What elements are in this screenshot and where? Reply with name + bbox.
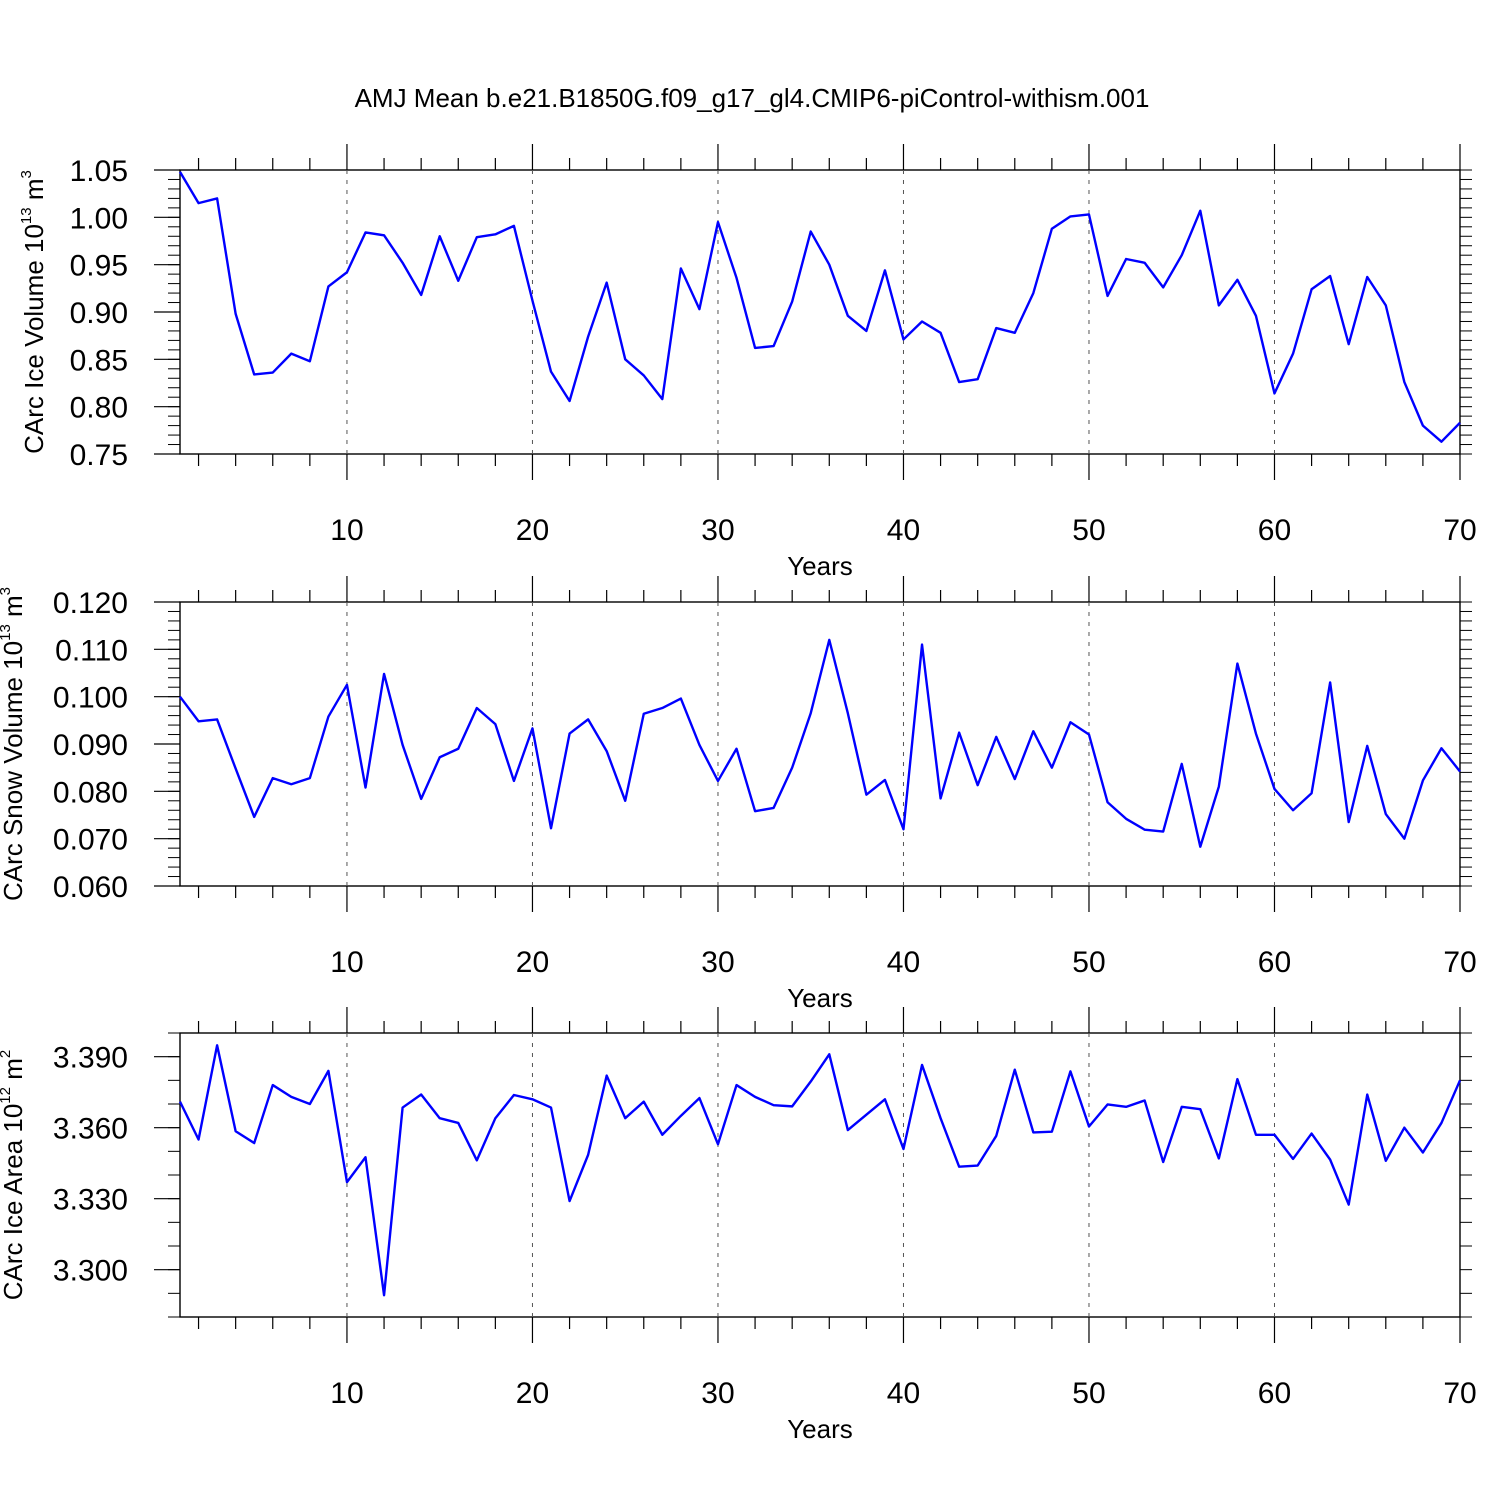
x-axis-title: Years [787,551,853,581]
x-tick-label: 60 [1258,1377,1291,1410]
x-tick-label: 50 [1072,1377,1105,1410]
y-axis-title-ylabel-unit-exp: 3 [0,587,14,595]
x-tick-label: 60 [1258,946,1291,979]
y-tick-label: 0.080 [53,776,128,809]
series-line [178,171,1461,443]
x-tick-label: 70 [1443,1377,1476,1410]
x-axis-title: Years [787,983,853,1013]
x-tick-label: 70 [1443,514,1476,547]
y-tick-label: 0.110 [55,634,128,667]
x-tick-label: 20 [516,946,549,979]
y-tick-label: 3.330 [53,1184,128,1217]
y-tick-label: 0.070 [53,824,128,857]
x-tick-label: 50 [1072,514,1105,547]
y-axis-title-ylabel-unit: m [19,178,49,207]
y-tick-label: 0.060 [53,871,128,904]
x-tick-label: 40 [887,1377,920,1410]
y-axis-title-ylabel-exp: 13 [0,624,14,641]
x-tick-label: 10 [330,514,363,547]
panel-3: 10 20 30 40 50 60 70 3.300 3.330 3.360 3.390 Years C… [0,1007,1477,1444]
y-axis-title-ylabel-exp: 12 [0,1087,14,1104]
x-tick-label: 40 [887,514,920,547]
y-axis-title: CArc Snow Volume 1013 m3 [0,587,28,901]
y-tick-label: 0.80 [70,392,128,425]
y-tick-label: 1.00 [70,202,128,235]
y-tick-label: 3.360 [53,1113,128,1146]
panel-2: 10 20 30 40 50 60 70 0.060 0.070 0.080 0.090 0.100 0… [0,576,1477,1013]
y-axis-title-ylabel: CArc Snow Volume 10 [0,641,28,901]
y-axis-title-ylabel-unit: m [0,595,28,624]
series-line [179,638,1461,848]
x-tick-label: 20 [516,1377,549,1410]
chart-title: AMJ Mean b.e21.B1850G.f09_g17_gl4.CMIP6-… [355,83,1150,113]
x-tick-label: 30 [701,946,734,979]
x-tick-label: 40 [887,946,920,979]
y-axis-title: CArc Ice Volume 1013 m3 [18,170,49,454]
y-axis-title-ylabel: CArc Ice Volume 10 [19,224,49,454]
y-tick-label: 0.95 [70,250,128,283]
y-tick-label: 3.390 [53,1042,128,1075]
series-line [178,1044,1462,1297]
x-tick-label: 30 [701,1377,734,1410]
x-axis-title: Years [787,1414,853,1444]
y-axis-title-ylabel: CArc Ice Area 10 [0,1104,28,1301]
panel-1: 10 20 30 40 50 60 70 0.75 0.80 0.85 0.90 0.95 1.00 1.… [18,144,1477,581]
y-tick-label: 0.120 [53,587,128,620]
x-tick-label: 60 [1258,514,1291,547]
x-tick-label: 70 [1443,946,1476,979]
y-tick-label: 0.100 [53,682,128,715]
y-axis-title-ylabel-unit-exp: 3 [18,170,35,178]
y-tick-label: 0.090 [53,729,128,762]
y-tick-label: 0.75 [70,439,128,472]
y-tick-label: 0.90 [70,297,128,330]
y-axis-title-ylabel-unit-exp: 2 [0,1050,14,1058]
y-tick-label: 3.300 [53,1255,128,1288]
y-axis-title-ylabel-exp: 13 [18,207,35,224]
x-tick-label: 30 [701,514,734,547]
y-tick-label: 0.85 [70,344,128,377]
x-tick-label: 50 [1072,946,1105,979]
y-axis-title-ylabel-unit: m [0,1058,28,1087]
x-tick-label: 10 [330,1377,363,1410]
x-tick-label: 20 [516,514,549,547]
y-tick-label: 1.05 [70,155,128,188]
y-axis-title: CArc Ice Area 1012 m2 [0,1050,28,1300]
x-tick-label: 10 [330,946,363,979]
